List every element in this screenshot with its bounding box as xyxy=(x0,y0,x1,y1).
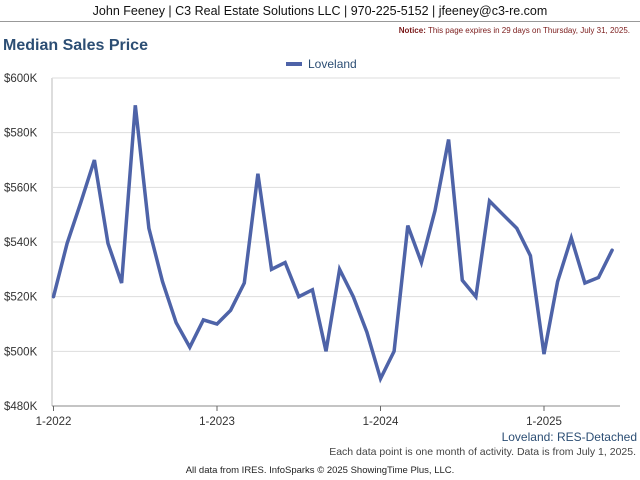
x-axis-ticks: 1-2022 1-2023 1-2024 1-2025 xyxy=(36,406,562,428)
chart-title: Median Sales Price xyxy=(3,37,148,54)
notice-label: Notice: xyxy=(398,26,426,35)
y-axis-ticks: $480K $500K $520K $540K $560K $580K $600K xyxy=(4,73,38,413)
y-tick-label: $480K xyxy=(4,401,38,413)
x-tick-label: 1-2024 xyxy=(363,416,399,428)
activity-note: Each data point is one month of activity… xyxy=(329,446,636,458)
data-credit: All data from IRES. InfoSparks © 2025 Sh… xyxy=(185,465,455,476)
notice-text: This page expires in 29 days on Thursday… xyxy=(427,26,630,35)
x-tick-label: 1-2025 xyxy=(526,416,562,428)
series-group xyxy=(51,105,614,384)
y-tick-label: $580K xyxy=(4,128,38,140)
y-tick-label: $540K xyxy=(4,237,38,249)
legend: Loveland xyxy=(286,57,357,71)
series-line-loveland xyxy=(51,105,614,384)
y-tick-label: $520K xyxy=(4,292,38,304)
expiry-notice: Notice: This page expires in 29 days on … xyxy=(399,26,630,35)
x-tick-label: 1-2023 xyxy=(199,416,235,428)
y-tick-label: $560K xyxy=(4,182,38,194)
series-note: Loveland: RES-Detached xyxy=(501,430,637,444)
legend-label: Loveland xyxy=(308,57,357,71)
y-tick-label: $500K xyxy=(4,346,38,358)
y-tick-label: $600K xyxy=(4,73,38,85)
legend-swatch xyxy=(286,62,302,66)
agent-banner: John Feeney | C3 Real Estate Solutions L… xyxy=(0,0,640,22)
x-tick-label: 1-2022 xyxy=(36,416,72,428)
